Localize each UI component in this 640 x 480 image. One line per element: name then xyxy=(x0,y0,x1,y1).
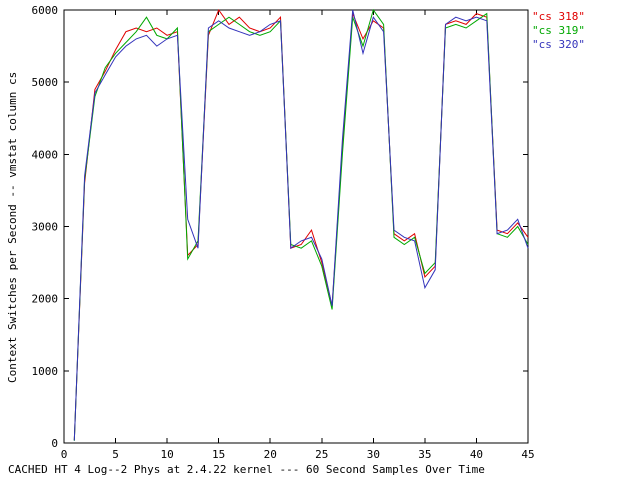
x-tick-label: 45 xyxy=(521,448,534,461)
y-tick-label: 2000 xyxy=(32,293,59,306)
legend: "cs 318" "cs 319" "cs 320" xyxy=(532,10,585,52)
plot-border xyxy=(63,9,529,444)
x-tick-label: 0 xyxy=(61,448,68,461)
series-line-cs-320 xyxy=(73,9,529,441)
x-tick-label: 35 xyxy=(418,448,431,461)
x-tick-label: 15 xyxy=(212,448,225,461)
y-tick-label: 0 xyxy=(51,437,58,450)
legend-item-cs-320: "cs 320" xyxy=(532,38,585,51)
y-tick-label: 4000 xyxy=(32,148,59,161)
chart-title: CACHED HT 4 Log--2 Phys at 2.4.22 kernel… xyxy=(8,463,485,476)
y-axis-label: Context Switches per Second -- vmstat co… xyxy=(6,71,19,383)
legend-item-cs-319: "cs 319" xyxy=(532,24,585,37)
x-tick-label: 40 xyxy=(470,448,483,461)
y-tick-label: 6000 xyxy=(32,4,59,17)
y-tick-label: 3000 xyxy=(32,221,59,234)
x-tick-label: 30 xyxy=(367,448,380,461)
y-tick-label: 1000 xyxy=(32,365,59,378)
x-tick-label: 25 xyxy=(315,448,328,461)
legend-item-cs-318: "cs 318" xyxy=(532,10,585,23)
x-tick-label: 20 xyxy=(264,448,277,461)
x-tick-label: 10 xyxy=(160,448,173,461)
x-tick-label: 5 xyxy=(112,448,119,461)
y-tick-label: 5000 xyxy=(32,76,59,89)
series-line-cs-319 xyxy=(73,8,529,441)
series-line-cs-318 xyxy=(73,8,529,441)
